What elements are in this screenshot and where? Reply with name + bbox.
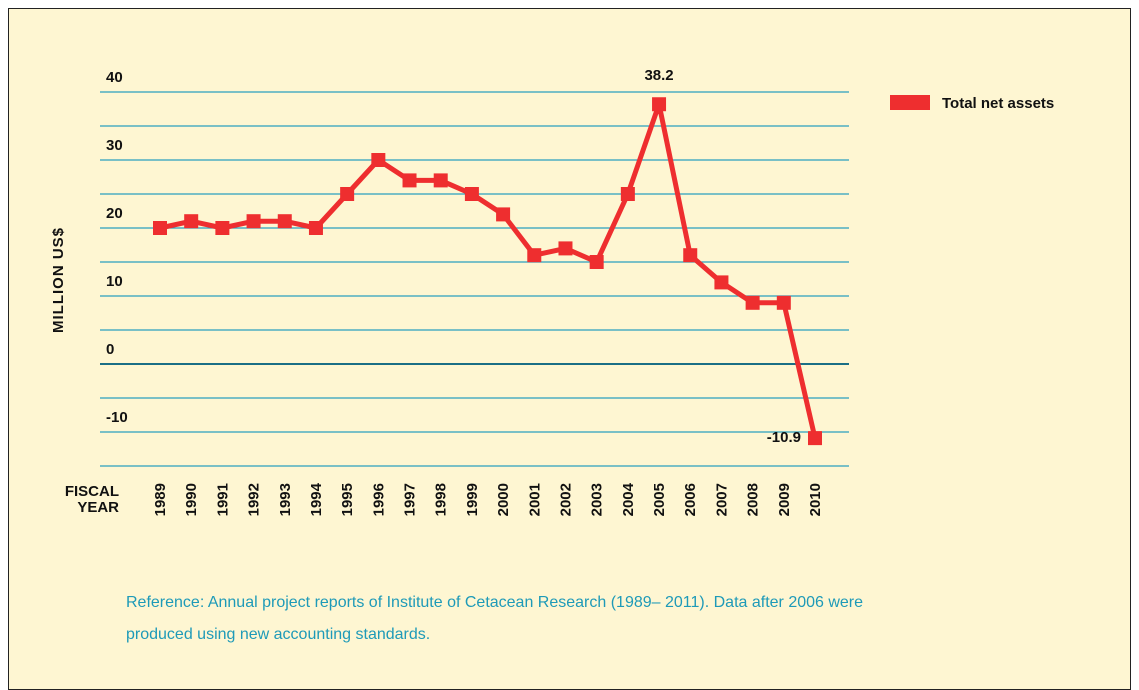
reference-note: Reference: Annual project reports of Ins… xyxy=(126,594,864,643)
y-tick-label: 10 xyxy=(106,273,123,290)
data-point xyxy=(371,153,386,167)
x-tick-label: 1989 xyxy=(152,483,169,516)
y-tick-label: 0 xyxy=(106,341,114,358)
data-point xyxy=(527,248,542,263)
x-tick-label: 2009 xyxy=(776,483,793,516)
data-point xyxy=(808,431,822,446)
y-tick-label: 30 xyxy=(106,137,123,154)
data-point xyxy=(153,221,167,235)
chart: -10 0 10 20 30 40 MILLION US$ FISCAL YEAR 1989 199… xyxy=(50,67,1054,516)
x-tick-label: 2004 xyxy=(620,482,637,516)
data-point xyxy=(714,275,729,290)
data-point xyxy=(558,241,573,256)
x-tick-label: 1992 xyxy=(246,483,263,516)
y-tick-label: 40 xyxy=(106,69,123,86)
x-tick-label: 2001 xyxy=(526,483,543,516)
x-tick-label: 1991 xyxy=(214,483,231,516)
x-tick-label: 2006 xyxy=(682,483,699,516)
x-tick-label: 1995 xyxy=(339,483,356,516)
x-tick-label: 2008 xyxy=(745,483,762,516)
x-tick-label: 1999 xyxy=(464,483,481,516)
legend-swatch xyxy=(890,95,930,110)
x-tick-label: 2002 xyxy=(557,483,574,516)
data-point xyxy=(745,295,760,310)
x-tick-label: 2005 xyxy=(651,483,668,516)
data-point xyxy=(246,214,261,229)
data-point xyxy=(184,214,199,229)
data-label: 38.2 xyxy=(644,67,673,84)
data-point xyxy=(496,207,511,222)
data-point xyxy=(464,187,479,201)
y-tick-label: 20 xyxy=(106,205,123,222)
x-tick-label: 2010 xyxy=(807,483,824,516)
page: -10 0 10 20 30 40 MILLION US$ FISCAL YEAR 1989 199… xyxy=(8,8,1131,690)
x-axis-label: FISCAL YEAR xyxy=(65,483,119,516)
data-point xyxy=(776,295,791,310)
data-point xyxy=(402,173,417,188)
data-point xyxy=(308,221,323,235)
x-tick-label: 1990 xyxy=(183,483,200,516)
x-tick-label: 1994 xyxy=(308,482,325,516)
data-point xyxy=(340,187,355,201)
data-point xyxy=(683,248,698,263)
x-tick-label: 2000 xyxy=(495,483,512,516)
y-tick-label: -10 xyxy=(106,409,128,426)
x-tick-label: 1993 xyxy=(277,483,294,516)
data-point xyxy=(620,187,635,201)
data-label: -10.9 xyxy=(767,429,801,446)
legend-label: Total net assets xyxy=(942,95,1054,112)
data-line xyxy=(159,101,818,439)
chart-frame xyxy=(8,8,1131,690)
x-tick-label: 1997 xyxy=(402,483,419,516)
x-tick-label: 1998 xyxy=(433,483,450,516)
data-point xyxy=(215,221,230,235)
data-point xyxy=(589,255,604,269)
data-point xyxy=(277,214,292,229)
x-tick-label: 1996 xyxy=(370,483,387,516)
data-point xyxy=(433,173,448,188)
data-point xyxy=(652,97,667,112)
x-tick-label: 2007 xyxy=(713,483,730,516)
x-tick-label: 2003 xyxy=(589,483,606,516)
y-axis-label: MILLION US$ xyxy=(50,227,67,333)
